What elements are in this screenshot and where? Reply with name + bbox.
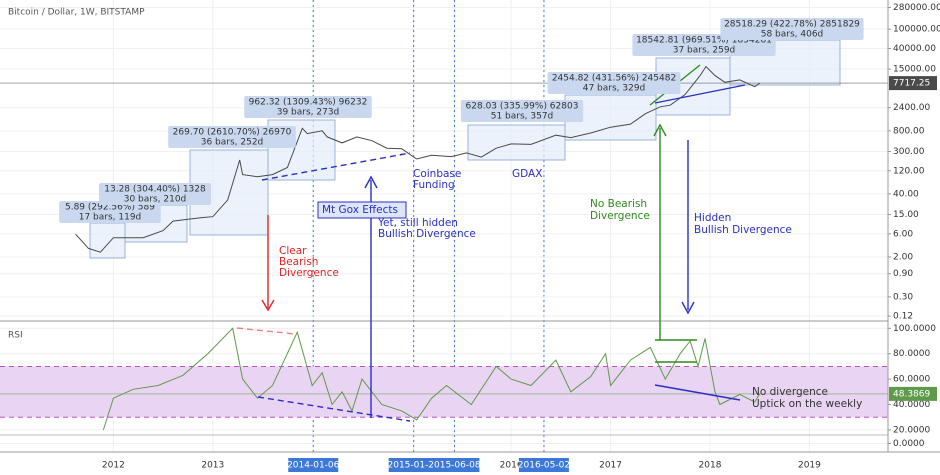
measure-label: 30 bars, 210d (124, 195, 187, 205)
x-tick-label: 2016 (500, 461, 523, 471)
measure-label-box (244, 96, 372, 118)
series-line (102, 327, 761, 431)
y-tick-label: 100.0000 (893, 324, 936, 334)
arrow-head (364, 175, 378, 189)
trend-line (654, 84, 746, 104)
mark-layer (75, 65, 761, 431)
annotation-box (317, 201, 407, 219)
measure-region (89, 222, 126, 259)
measure-label: 13.28 (304.40%) 1328 (104, 185, 206, 195)
y-tick-label: 15000.00 (893, 65, 936, 75)
measure-label-box (720, 18, 864, 40)
rsi-band (0, 366, 888, 418)
last-value-label: 7717.25 (893, 79, 930, 89)
annotation: Bullish Divergence (694, 224, 792, 236)
y-tick-label: 20.0000 (893, 425, 930, 435)
x-tick-label: 2016-05-02 (518, 461, 570, 471)
trend-line (654, 384, 741, 401)
y-tick-label: 300.00 (893, 147, 925, 157)
measure-label: 17 bars, 119d (79, 213, 142, 223)
annotation: Funding (413, 179, 455, 191)
arrow-head (681, 301, 695, 315)
y-tick-label: 6.00 (893, 229, 913, 239)
annotation: Uptick on the weekly (752, 398, 862, 410)
under-layer (0, 0, 888, 452)
series-line (75, 65, 760, 253)
arrow-head (261, 299, 275, 312)
y-tick-label: 120.00 (893, 166, 925, 176)
trend-line (261, 152, 411, 181)
x-tick-highlight (429, 458, 480, 472)
measure-label-box (99, 183, 211, 205)
y-tick-label: 40.00 (893, 189, 919, 199)
x-tick-label: 2015-01-12 (388, 461, 440, 471)
x-tick-label: 2013 (201, 461, 224, 471)
y-tick-label: 60.0000 (893, 375, 930, 385)
annotation: Yet, still hidden (377, 217, 458, 229)
y-tick-label: 0.30 (893, 292, 913, 302)
measure-label-box (547, 72, 681, 94)
x-tick-highlight (518, 458, 569, 472)
measure-label: 36 bars, 252d (201, 138, 264, 148)
annotation: Coinbase (413, 168, 461, 180)
annotation: Divergence (590, 210, 650, 222)
annotations: Clear Bearish Divergence Mt Gox Effects … (279, 168, 862, 410)
x-tick-label: 2017 (599, 461, 622, 471)
measure-label: 39 bars, 273d (277, 108, 340, 118)
measure-label: 47 bars, 329d (583, 84, 646, 94)
y-tick-label: 2.00 (893, 252, 913, 262)
x-tick-label: 2018 (699, 461, 722, 471)
annotation: GDAX (512, 168, 542, 180)
y-tick-label: 0.0000 (893, 439, 925, 449)
measure-label: 269.70 (2610.70%) 26970 (173, 128, 292, 138)
measure-label-box (59, 201, 161, 223)
last-value-label: 48.3869 (893, 389, 930, 399)
y-tick-label: 2400.00 (893, 103, 930, 113)
measure-label-box (168, 126, 296, 148)
y-tick-label: 15.00 (893, 210, 919, 220)
annotation: Mt Gox Effects (322, 204, 398, 216)
measure-region (467, 124, 566, 161)
arrow-head (653, 123, 667, 137)
measure-label: 28518.29 (422.78%) 2851829 (724, 20, 860, 30)
measure-label: 2454.82 (431.56%) 245482 (552, 74, 676, 84)
measure-label: 5.89 (292.56%) 589 (65, 203, 155, 213)
measure-label: 58 bars, 406d (761, 30, 824, 40)
last-value-box (889, 76, 937, 91)
annotation: No Bearish (590, 198, 647, 210)
y-tick-label: 40000.00 (893, 44, 936, 54)
y-tick-label: 800.00 (893, 126, 925, 136)
y-tick-label: 280000.00 (893, 3, 940, 13)
x-tick-label: 2015-06-08 (428, 461, 481, 471)
annotation: Bearish (279, 256, 318, 268)
x-tick-label: 2019 (798, 461, 821, 471)
y-tick-label: 0.12 (893, 312, 913, 322)
y-tick-label: 80.0000 (893, 349, 930, 359)
chart-title: Bitcoin / Dollar, 1W, BITSTAMP (8, 8, 145, 18)
annotation: Hidden (694, 212, 731, 224)
x-tick-highlight (288, 458, 339, 472)
y-tick-label: 100000.00 (893, 25, 940, 35)
measure-label: 51 bars, 357d (491, 112, 554, 122)
y-tick-label: 0.90 (893, 269, 913, 279)
annotation: Divergence (279, 267, 339, 279)
trend-line (257, 396, 411, 422)
measure-label: 628.03 (335.99%) 62803 (466, 102, 579, 112)
annotation: Bullish Divergence (378, 228, 476, 240)
measure-label: 962.32 (1309.43%) 96232 (249, 98, 368, 108)
measure-label: 37 bars, 259d (673, 46, 736, 56)
measure-label: 18542.81 (969.51%) 1854281 (636, 36, 772, 46)
x-tick-label: 2014-01-06 (287, 461, 340, 471)
rsi-title: RSI (8, 331, 23, 341)
y-tick-label: 40.0000 (893, 400, 930, 410)
x-tick-label: 2012 (102, 461, 125, 471)
x-tick-highlight (388, 458, 439, 472)
annotation: No divergence (752, 386, 828, 398)
annotation: Clear (279, 245, 307, 257)
last-value-box (889, 386, 937, 401)
measure-label-box (460, 100, 584, 122)
